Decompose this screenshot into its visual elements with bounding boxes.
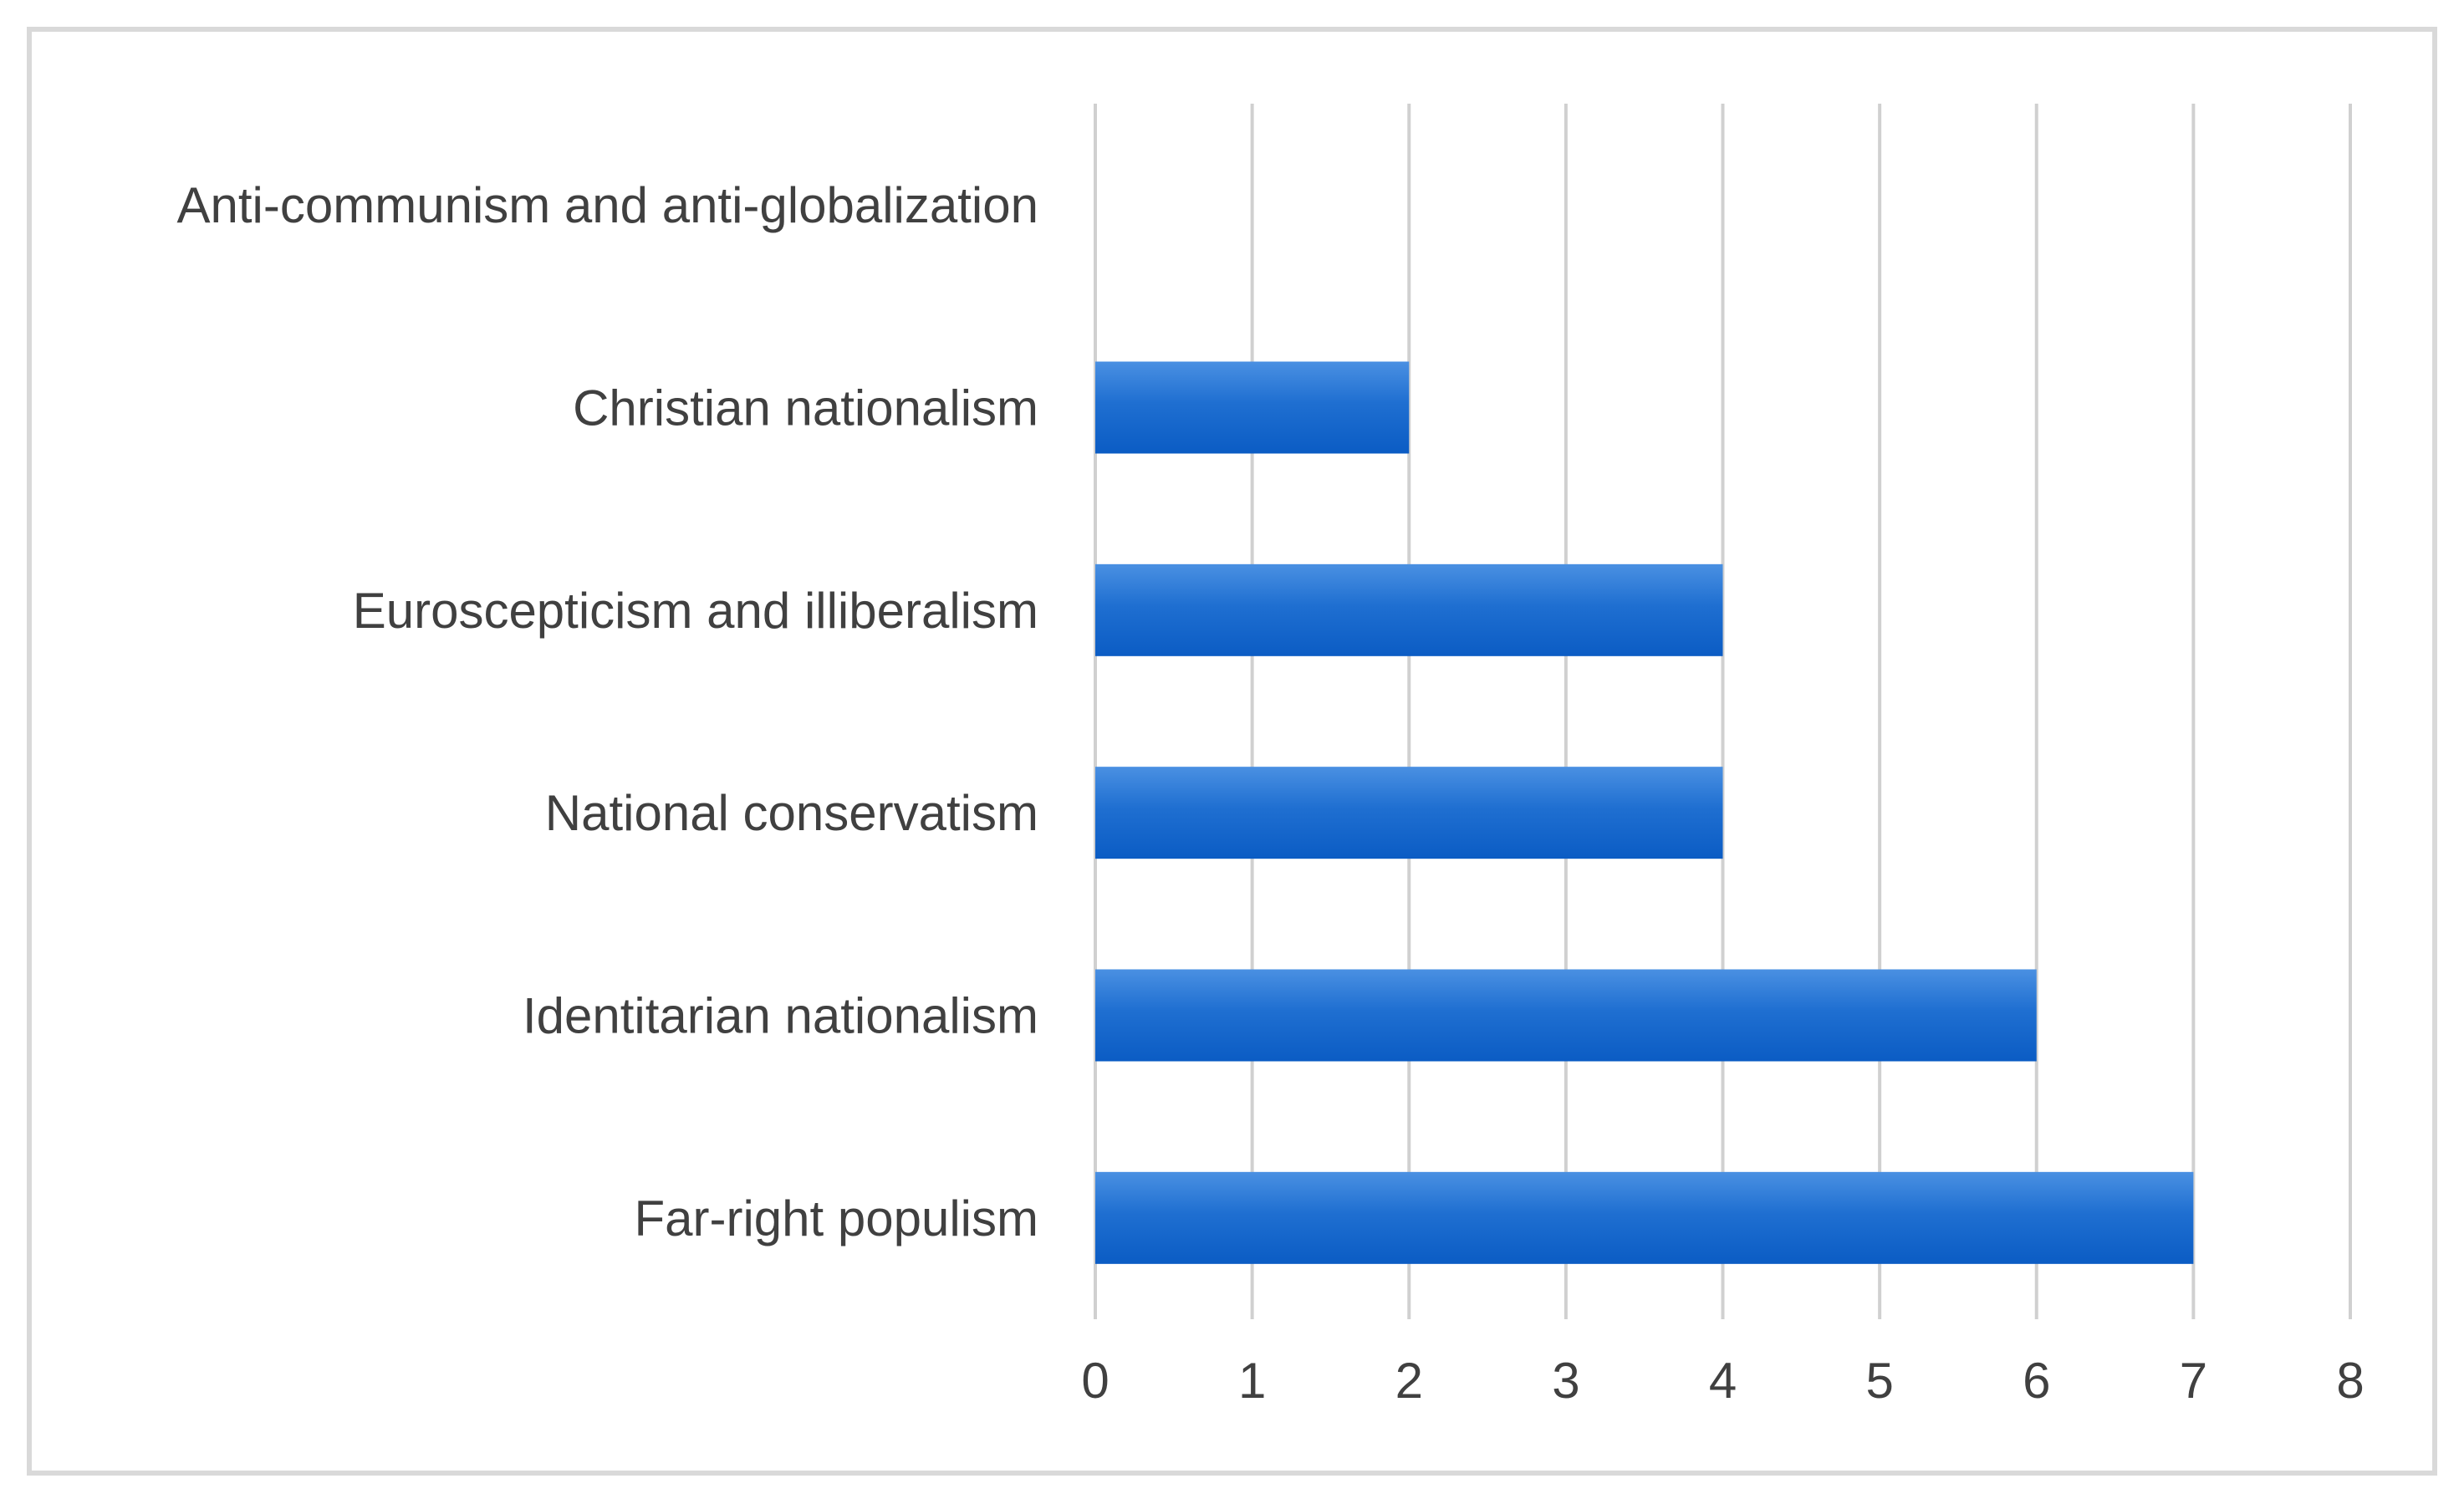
bar (1095, 563, 1723, 656)
x-tick-label: 2 (1395, 1353, 1423, 1409)
category-label: National conservatism (545, 785, 1038, 841)
category-labels: Anti-communism and anti-globalization Chr… (177, 177, 1039, 1246)
category-label: Christian nationalism (573, 380, 1038, 436)
category-label: Euroscepticism and illiberalism (353, 583, 1038, 639)
x-tick-label: 3 (1552, 1353, 1579, 1409)
bar (1095, 1171, 2194, 1264)
category-label: Identitarian nationalism (523, 988, 1038, 1044)
x-tick-label: 7 (2180, 1353, 2207, 1409)
bars (1095, 361, 2194, 1264)
bar (1095, 767, 1723, 859)
x-tick-label: 5 (1865, 1353, 1893, 1409)
x-tick-label: 4 (1709, 1353, 1737, 1409)
category-label: Far-right populism (635, 1190, 1039, 1246)
bar (1095, 361, 1410, 454)
bar (1095, 969, 2037, 1062)
category-label: Anti-communism and anti-globalization (177, 177, 1039, 233)
x-tick-labels: 0 1 2 3 4 5 6 7 8 (1081, 1353, 2364, 1409)
x-tick-label: 8 (2336, 1353, 2364, 1409)
x-tick-label: 6 (2023, 1353, 2050, 1409)
x-tick-label: 1 (1238, 1353, 1266, 1409)
gridlines (1094, 104, 2352, 1319)
x-tick-label: 0 (1081, 1353, 1109, 1409)
